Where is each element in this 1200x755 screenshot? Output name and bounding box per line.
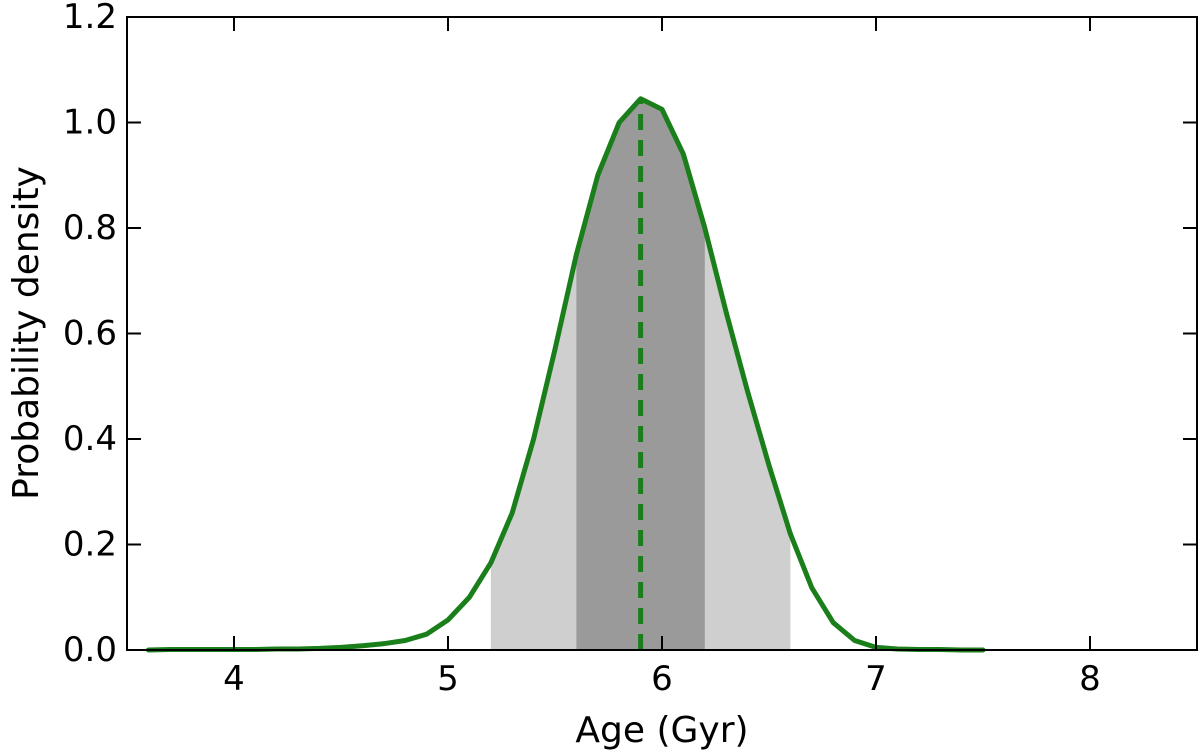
y-axis-ticks: 0.0 0.2 0.4 0.6 0.8 1.0 1.2 — [63, 0, 1197, 670]
y-tick-label: 0.6 — [63, 314, 117, 354]
y-tick-label: 0.2 — [63, 525, 117, 565]
x-tick-label: 7 — [865, 659, 887, 699]
density-curve — [145, 96, 986, 653]
x-axis-label: Age (Gyr) — [575, 710, 748, 751]
y-tick-label: 0.8 — [63, 208, 117, 248]
x-tick-label: 6 — [651, 659, 673, 699]
x-tick-label: 8 — [1079, 659, 1101, 699]
y-axis-label: Probability density — [6, 166, 47, 500]
y-tick-label: 1.0 — [63, 103, 117, 143]
x-tick-label: 5 — [437, 659, 459, 699]
x-axis-ticks: 4 5 6 7 8 — [223, 17, 1101, 699]
y-tick-label: 1.2 — [63, 0, 117, 37]
x-tick-label: 4 — [223, 659, 245, 699]
y-tick-label: 0.0 — [63, 630, 117, 670]
density-curve-group — [145, 96, 986, 653]
y-tick-label: 0.4 — [63, 419, 117, 459]
